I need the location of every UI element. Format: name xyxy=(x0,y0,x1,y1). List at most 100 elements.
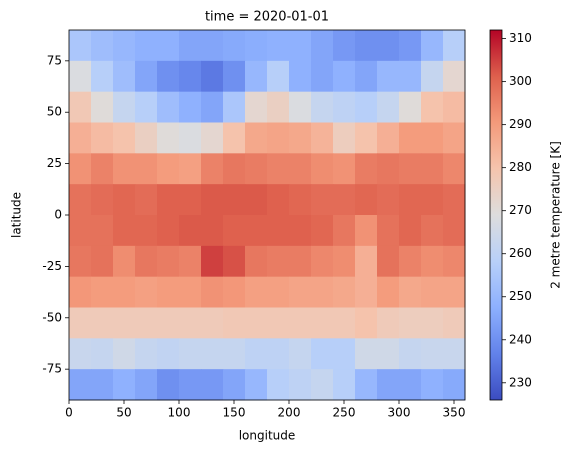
heat-cell xyxy=(69,307,92,339)
heat-cell xyxy=(377,338,400,370)
heat-cell xyxy=(135,30,158,62)
x-tick-label: 150 xyxy=(223,406,246,420)
heat-cell xyxy=(223,30,246,62)
heat-cell xyxy=(267,30,290,62)
x-tick-label: 250 xyxy=(333,406,356,420)
heat-cell xyxy=(443,184,466,216)
heat-cell xyxy=(91,122,114,154)
heat-cell xyxy=(311,215,334,247)
y-tick-label: 0 xyxy=(54,208,62,222)
heat-cell xyxy=(91,369,114,401)
heat-cell xyxy=(69,215,92,247)
heat-cell xyxy=(91,276,114,308)
heat-cell xyxy=(179,215,202,247)
heat-cell xyxy=(179,30,202,62)
heat-cell xyxy=(69,91,92,123)
heat-cell xyxy=(201,184,224,216)
heat-cell xyxy=(399,122,422,154)
heat-cell xyxy=(135,153,158,185)
heat-cell xyxy=(267,122,290,154)
heat-cell xyxy=(399,215,422,247)
heat-cell xyxy=(443,91,466,123)
heat-cell xyxy=(355,60,378,93)
colorbar-tick-label: 250 xyxy=(509,289,532,303)
heat-cell xyxy=(245,215,268,247)
heat-cell xyxy=(267,60,290,93)
heat-cell xyxy=(377,60,400,93)
heat-cell xyxy=(421,30,444,62)
heat-cell xyxy=(289,307,312,339)
heat-cell xyxy=(157,60,180,93)
heat-cell xyxy=(113,245,136,278)
heat-cell xyxy=(113,215,136,247)
heat-cell xyxy=(245,307,268,339)
x-axis-label: longitude xyxy=(239,429,296,443)
heat-cell xyxy=(289,91,312,123)
heat-cell xyxy=(311,153,334,185)
heat-cell xyxy=(355,184,378,216)
heat-cell xyxy=(223,245,246,278)
heat-cell xyxy=(91,91,114,123)
heat-cell xyxy=(135,369,158,401)
heat-cell xyxy=(135,215,158,247)
heat-cell xyxy=(157,276,180,308)
heat-cell xyxy=(223,184,246,216)
heat-cell xyxy=(69,245,92,278)
heat-cell xyxy=(91,184,114,216)
heat-cell xyxy=(91,338,114,370)
heat-cell xyxy=(355,369,378,401)
heat-cell xyxy=(355,276,378,308)
heat-cell xyxy=(289,60,312,93)
heat-cell xyxy=(333,215,356,247)
heat-cell xyxy=(289,338,312,370)
heat-cell xyxy=(201,369,224,401)
heat-cell xyxy=(377,122,400,154)
heat-cell xyxy=(223,215,246,247)
heat-cell xyxy=(201,153,224,185)
colorbar-tick-label: 290 xyxy=(509,117,532,131)
heat-cell xyxy=(179,153,202,185)
heat-cell xyxy=(245,369,268,401)
heat-cell xyxy=(289,122,312,154)
heat-cell xyxy=(223,60,246,93)
heat-cell xyxy=(333,276,356,308)
heat-cell xyxy=(355,215,378,247)
heat-cell xyxy=(113,122,136,154)
heat-cell xyxy=(355,153,378,185)
x-tick-label: 50 xyxy=(116,406,131,420)
heat-cell xyxy=(399,153,422,185)
heat-cell xyxy=(267,276,290,308)
x-tick-label: 300 xyxy=(388,406,411,420)
y-axis-label: latitude xyxy=(10,192,24,238)
heat-cell xyxy=(245,153,268,185)
heat-cell xyxy=(421,276,444,308)
heat-cell xyxy=(355,245,378,278)
heat-cell xyxy=(399,30,422,62)
colorbar-label: 2 metre temperature [K] xyxy=(549,141,563,289)
heat-cell xyxy=(245,30,268,62)
heat-cell xyxy=(311,184,334,216)
heat-cell xyxy=(179,276,202,308)
x-tick-label: 350 xyxy=(443,406,466,420)
heat-cell xyxy=(157,245,180,278)
heat-cell xyxy=(223,91,246,123)
heat-cell xyxy=(421,122,444,154)
heat-cell xyxy=(399,307,422,339)
heat-cell xyxy=(377,91,400,123)
heat-cell xyxy=(333,245,356,278)
heat-cell xyxy=(135,276,158,308)
heat-cell xyxy=(311,91,334,123)
heat-cell xyxy=(201,60,224,93)
heat-cell xyxy=(311,245,334,278)
heat-cell xyxy=(69,338,92,370)
colorbar-tick-label: 260 xyxy=(509,246,532,260)
heat-cell xyxy=(267,338,290,370)
colorbar-tick-label: 240 xyxy=(509,332,532,346)
heat-cell xyxy=(69,184,92,216)
heat-cell xyxy=(135,60,158,93)
heat-cell xyxy=(377,276,400,308)
heat-cell xyxy=(245,60,268,93)
heat-cell xyxy=(333,30,356,62)
heat-cell xyxy=(91,307,114,339)
heat-cell xyxy=(157,153,180,185)
